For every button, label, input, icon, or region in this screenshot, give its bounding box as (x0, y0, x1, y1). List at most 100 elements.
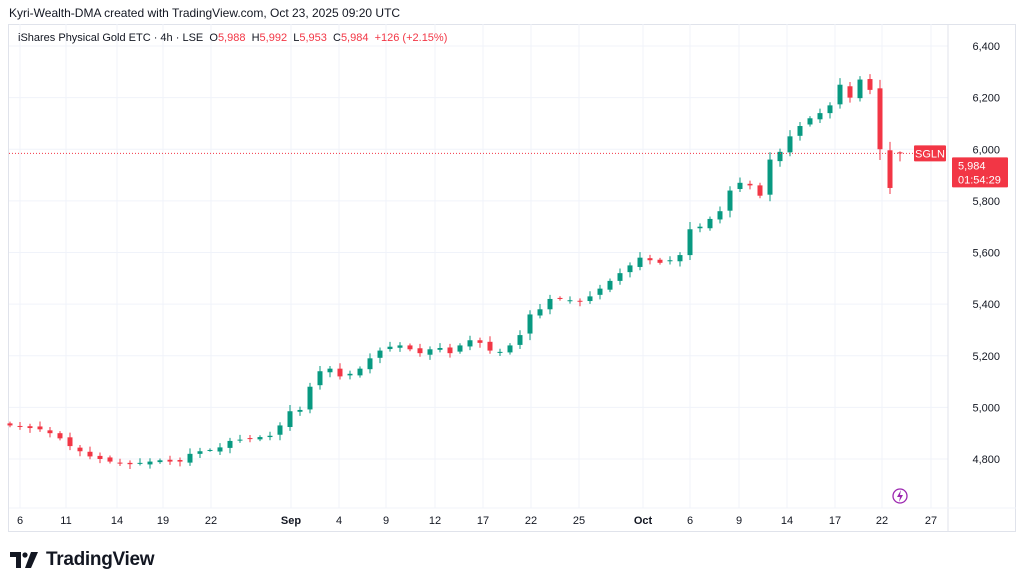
candle-down (877, 88, 883, 150)
candle-up (257, 437, 263, 440)
candle-up (777, 151, 783, 162)
candle-up (187, 453, 193, 463)
candle-up (287, 411, 293, 427)
x-tick-label: 6 (687, 515, 693, 527)
candle-down (107, 457, 113, 462)
symbol-tag-bg (914, 145, 946, 162)
close-label: C (332, 32, 341, 44)
x-tick-label: 9 (736, 515, 742, 527)
candle-up (677, 255, 683, 262)
candle-up (157, 460, 163, 463)
candle-down (67, 437, 73, 447)
candle-up (637, 257, 643, 267)
price-tag-value: 5,984 (958, 160, 986, 172)
y-tick-label: 5,600 (972, 248, 1000, 260)
x-tick-label: 17 (477, 515, 489, 527)
high-label: H (251, 32, 260, 44)
candle-up (717, 211, 723, 220)
candle-down (867, 79, 873, 90)
candle-up (387, 346, 393, 350)
candle-down (337, 368, 343, 377)
candle-up (537, 309, 543, 316)
candle-up (797, 126, 803, 136)
candle-down (77, 447, 83, 452)
chart-credit: Kyri-Wealth-DMA created with TradingView… (9, 6, 401, 20)
high-value: 5,992 (259, 32, 288, 44)
candle-down (57, 433, 63, 439)
y-tick-label: 6,000 (972, 144, 1000, 156)
candle-down (17, 425, 23, 427)
x-tick-label: 12 (429, 515, 441, 527)
candle-down (447, 347, 453, 354)
candle-up (597, 288, 603, 295)
x-tick-label: 22 (876, 515, 888, 527)
candle-up (827, 105, 833, 114)
candle-up (707, 218, 713, 229)
candle-up (547, 298, 553, 310)
candle-up (617, 273, 623, 281)
tradingview-logo[interactable]: TradingView (10, 549, 155, 571)
candle-down (577, 300, 583, 302)
legend-title: iShares Physical Gold ETC · 4h · LSE (18, 32, 204, 44)
x-tick-label: 22 (525, 515, 537, 527)
candle-down (407, 345, 413, 350)
candle-up (837, 84, 843, 105)
x-tick-label: Oct (634, 515, 653, 527)
candle-down (477, 340, 483, 343)
candle-up (397, 345, 403, 348)
candle-up (627, 265, 633, 273)
candle-down (887, 150, 893, 188)
candle-down (647, 258, 653, 261)
candle-down (167, 459, 173, 462)
y-tick-label: 4,800 (972, 454, 1000, 466)
candle-up (347, 373, 353, 376)
logo-text: TradingView (46, 549, 155, 570)
low-label: L (293, 32, 300, 44)
close-value: 5,984 (340, 32, 369, 44)
candle-up (507, 345, 513, 353)
open-label: O (209, 32, 218, 44)
candle-up (767, 159, 773, 195)
candle-down (487, 341, 493, 351)
symbol-legend: iShares Physical Gold ETC · 4h · LSE O5,… (18, 32, 447, 44)
candle-up (137, 462, 143, 464)
candle-down (747, 183, 753, 186)
x-tick-label: 27 (925, 515, 937, 527)
x-tick-label: Sep (281, 515, 301, 527)
candle-up (437, 348, 443, 350)
candle-up (697, 226, 703, 229)
candle-up (237, 439, 243, 441)
candle-up (737, 182, 743, 190)
candle-up (277, 425, 283, 435)
price-tag-countdown: 01:54:29 (958, 174, 1001, 186)
candle-up (527, 314, 533, 334)
candle-up (367, 358, 373, 370)
candle-up (787, 136, 793, 153)
candle-down (557, 297, 563, 299)
candle-down (417, 348, 423, 354)
candle-up (297, 409, 303, 412)
x-tick-label: 14 (111, 515, 123, 527)
candle-up (727, 190, 733, 211)
candle-up (567, 300, 573, 302)
y-tick-label: 5,400 (972, 299, 1000, 311)
candle-down (27, 426, 33, 429)
x-tick-label: 6 (17, 515, 23, 527)
candle-up (467, 340, 473, 347)
x-tick-label: 4 (336, 515, 342, 527)
open-value: 5,988 (217, 32, 246, 44)
candle-down (117, 462, 123, 464)
candle-up (817, 113, 823, 120)
y-tick-label: 6,400 (972, 41, 1000, 53)
candle-up (207, 449, 213, 451)
symbol-tag-text: SGLN (915, 148, 945, 160)
tradingview-logo-icon (10, 552, 38, 568)
candle-up (267, 435, 273, 438)
candle-up (227, 440, 233, 448)
candle-down (847, 86, 853, 98)
x-tick-label: 17 (829, 515, 841, 527)
y-tick-label: 5,000 (972, 402, 1000, 414)
candle-down (7, 423, 13, 426)
lightning-bolt-icon (897, 490, 903, 502)
